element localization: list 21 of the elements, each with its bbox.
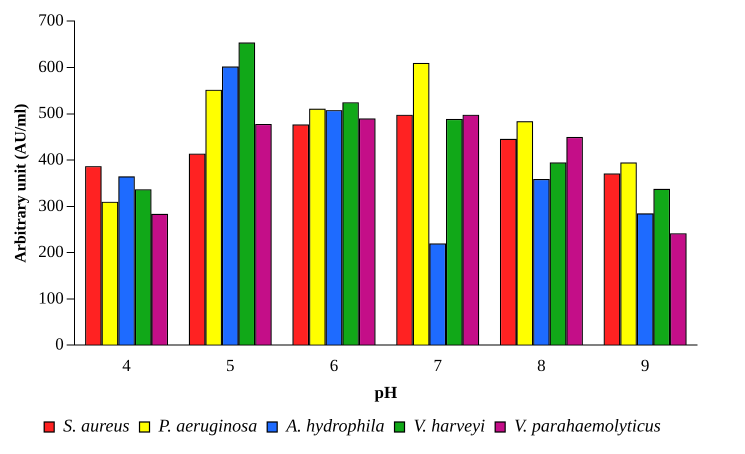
legend-label: V. harveyi: [414, 416, 486, 436]
y-tick-label: 500: [38, 103, 64, 122]
y-tick-label: 700: [38, 10, 64, 30]
y-tick-label: 300: [38, 196, 64, 215]
x-tick-label: 9: [640, 356, 650, 375]
x-tick-label: 8: [537, 356, 546, 375]
x-tick-label: 7: [433, 356, 442, 375]
y-tick-label: 0: [55, 334, 64, 354]
legend-label: V. parahaemolyticus: [514, 416, 661, 436]
legend-label: P. aeruginosa: [158, 416, 258, 436]
x-tick-label: 4: [122, 356, 132, 375]
legend-label: A. hydrophila: [285, 416, 385, 436]
x-axis-title: pH: [374, 383, 398, 402]
x-tick-label: 5: [226, 356, 235, 375]
x-tick-label: 6: [330, 356, 338, 375]
y-tick-label: 400: [38, 150, 64, 169]
y-tick-label: 100: [38, 288, 64, 308]
legend-label: S. aureus: [63, 416, 130, 436]
y-tick-label: 600: [38, 56, 64, 76]
y-tick-label: 200: [38, 242, 64, 262]
y-axis-title: Arbitrary unit (AU/ml): [12, 104, 30, 263]
